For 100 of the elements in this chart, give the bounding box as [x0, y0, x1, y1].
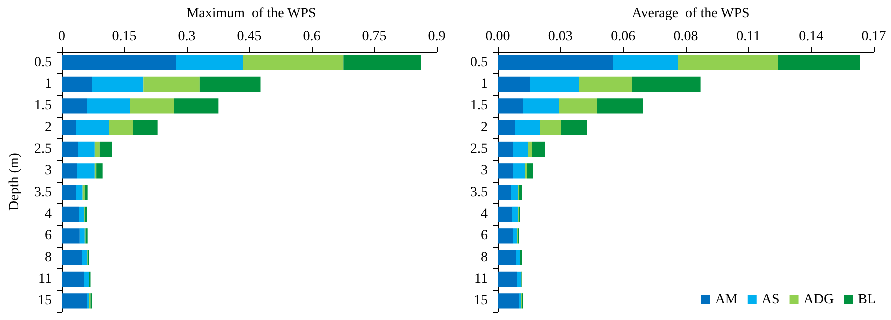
bar: [632, 76, 701, 92]
bar: [498, 76, 530, 92]
bar: [527, 164, 534, 179]
y-tick-label: 8: [45, 250, 52, 266]
bar: [82, 250, 87, 266]
bar: [498, 142, 514, 158]
bar: [87, 98, 130, 114]
bar: [511, 185, 518, 200]
bar: [62, 55, 176, 70]
bar: [96, 164, 103, 179]
bar: [512, 206, 518, 222]
y-tick-label: 3.5: [470, 185, 488, 200]
bar: [62, 206, 80, 222]
bar: [62, 185, 76, 200]
bar: [778, 55, 860, 70]
y-tick-label: 1: [45, 77, 52, 92]
x-tick-label: 0.06: [611, 30, 636, 44]
y-tick-label: 4: [45, 207, 52, 222]
x-tick-label: 0.14: [799, 30, 824, 44]
bar: [62, 98, 87, 114]
y-tick-label: 2: [481, 120, 488, 136]
bar: [498, 55, 614, 70]
bar: [498, 250, 516, 266]
y-tick-label: 3.5: [34, 185, 52, 200]
bar: [62, 120, 76, 136]
bar: [80, 228, 85, 244]
bar: [515, 120, 540, 136]
bar: [62, 294, 87, 309]
bar: [498, 185, 512, 200]
x-tick-label: 0.08: [674, 30, 698, 44]
y-tick-label: 2: [45, 120, 52, 136]
bar: [613, 55, 678, 70]
bar: [678, 55, 778, 70]
y-tick-label: 3: [45, 164, 52, 179]
y-tick-label: 3: [481, 164, 488, 179]
bar: [498, 272, 518, 288]
x-tick-label: 0.45: [237, 30, 262, 44]
x-tick-label: 0.75: [362, 30, 387, 44]
bar: [79, 206, 84, 222]
x-tick-label: 0: [58, 30, 66, 44]
bar: [344, 55, 422, 70]
bar: [532, 142, 546, 158]
bar: [561, 120, 588, 136]
bar: [200, 76, 261, 92]
bar: [84, 272, 90, 288]
bar: [498, 164, 514, 179]
bar: [513, 142, 528, 158]
legend-label: AM: [715, 292, 738, 308]
bar: [77, 164, 95, 179]
bar: [523, 98, 560, 114]
bar: [92, 76, 144, 92]
legend-label: BL: [858, 292, 876, 308]
bar: [519, 185, 522, 200]
chart-title: Average of the WPS: [632, 6, 750, 22]
x-tick-label: 0.00: [486, 30, 510, 44]
bar: [133, 120, 158, 136]
bar: [62, 272, 84, 288]
bar: [100, 142, 112, 158]
x-tick-label: 0.3: [178, 30, 196, 44]
x-tick-label: 0.17: [862, 30, 886, 44]
y-tick-label: 2.5: [470, 142, 488, 157]
bar: [130, 98, 174, 114]
y-tick-label: 1.5: [34, 98, 52, 114]
bar: [76, 185, 83, 200]
y-tick-label: 15: [38, 294, 52, 309]
x-tick-label: 0.11: [736, 30, 761, 44]
bar: [62, 228, 80, 244]
bar: [78, 142, 95, 158]
legend-label: ADG: [804, 292, 834, 308]
x-tick-label: 0.15: [112, 30, 137, 44]
x-tick-label: 0.03: [548, 30, 573, 44]
y-tick-label: 11: [474, 272, 488, 287]
bar: [498, 120, 516, 136]
bar: [498, 294, 520, 309]
bar: [528, 142, 532, 158]
bar: [62, 250, 82, 266]
y-tick-label: 6: [45, 228, 52, 244]
y-tick-label: 2.5: [34, 142, 52, 157]
bar: [579, 76, 632, 92]
y-tick-label: 0.5: [470, 55, 488, 70]
y-tick-label: 8: [481, 250, 488, 266]
bar: [498, 98, 524, 114]
bar: [94, 142, 100, 158]
bar: [62, 164, 77, 179]
y-tick-label: 0.5: [34, 55, 52, 70]
bar: [597, 98, 644, 114]
y-tick-label: 15: [474, 294, 488, 309]
bar: [110, 120, 134, 136]
y-tick-label: 1.5: [470, 98, 488, 114]
bar: [62, 76, 92, 92]
bar: [513, 164, 526, 179]
bar: [513, 228, 518, 244]
y-tick-label: 4: [481, 207, 488, 222]
bar: [498, 228, 514, 244]
x-tick-label: 0.6: [303, 30, 321, 44]
y-tick-label: 6: [481, 228, 488, 244]
chart-title: Maximum of the WPS: [186, 6, 316, 22]
y-axis-title: Depth (m): [8, 152, 22, 211]
y-tick-label: 11: [38, 272, 52, 287]
bar: [144, 76, 200, 92]
